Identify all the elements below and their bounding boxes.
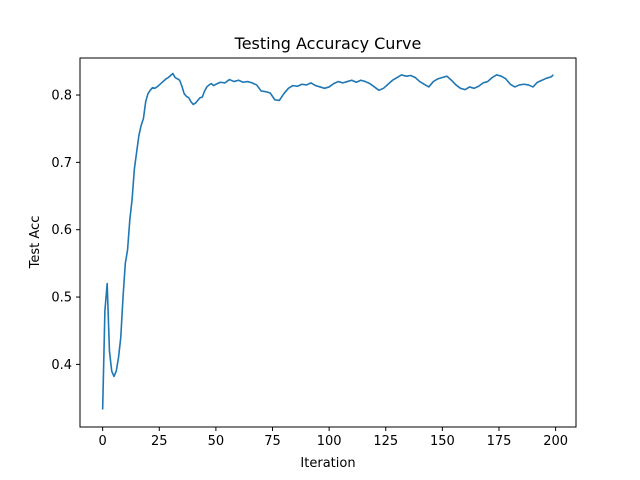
x-tick-label: 75 xyxy=(264,434,281,449)
x-axis-ticks: 0 25 50 75 100 125 150 175 200 xyxy=(99,427,568,449)
series-line-0 xyxy=(101,72,554,410)
x-tick-label: 100 xyxy=(317,434,342,449)
x-tick-label: 125 xyxy=(373,434,398,449)
y-tick-label: 0.8 xyxy=(51,89,72,104)
plot-area xyxy=(79,57,577,428)
x-tick-label: 150 xyxy=(430,434,455,449)
y-tick-label: 0.4 xyxy=(51,358,72,373)
y-axis-label: Test Acc xyxy=(28,216,43,270)
y-axis-ticks: 0.4 0.5 0.6 0.7 0.8 xyxy=(51,89,80,373)
x-tick-label: 175 xyxy=(487,434,512,449)
chart-title: Testing Accuracy Curve xyxy=(234,34,422,53)
y-tick-label: 0.5 xyxy=(51,291,72,306)
x-axis-label: Iteration xyxy=(300,456,355,471)
x-tick-label: 200 xyxy=(543,434,568,449)
y-tick-label: 0.6 xyxy=(51,223,72,238)
x-tick-label: 25 xyxy=(151,434,168,449)
x-tick-label: 50 xyxy=(208,434,225,449)
y-tick-label: 0.7 xyxy=(51,156,72,171)
x-tick-label: 0 xyxy=(99,434,107,449)
axes-frame xyxy=(79,57,577,428)
